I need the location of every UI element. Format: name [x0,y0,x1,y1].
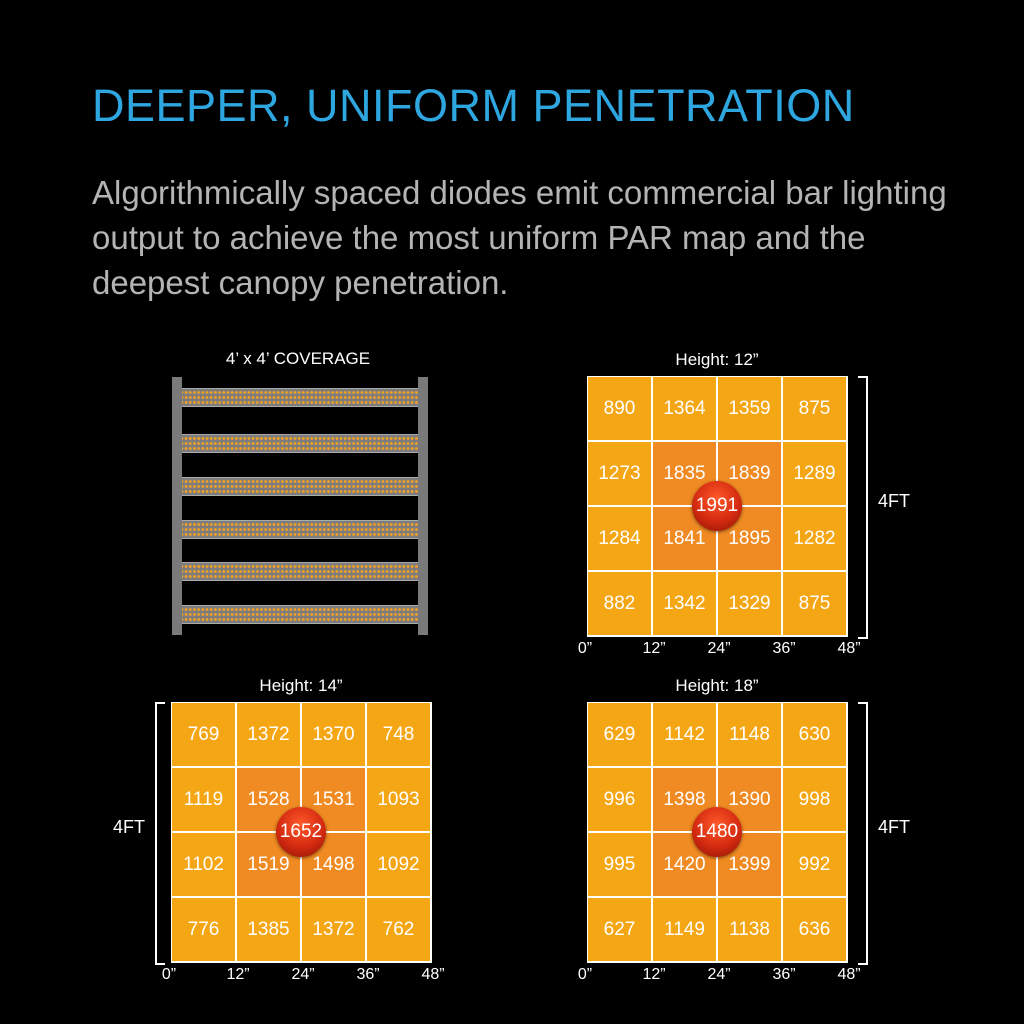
peak-value-marker: 1991 [692,481,742,531]
heatmap-cell: 875 [783,572,846,635]
fixture-rail-right [418,377,428,635]
heatmap-cell: 882 [588,572,651,635]
chart-title: Height: 14” [259,676,343,695]
x-tick-label: 12” [226,966,250,983]
heatmap-cell: 1273 [588,442,651,505]
height-bracket [155,702,165,965]
x-tick-label: 36” [772,966,796,983]
fixture-rail-left [172,377,182,635]
x-tick-label: 12” [642,640,666,657]
light-bar [182,477,418,496]
heatmap-cell: 762 [367,898,430,961]
heatmap-cell: 875 [783,377,846,440]
x-tick-label: 24” [291,966,315,983]
heatmap-cell: 1282 [783,507,846,570]
heatmap-cell: 1289 [783,442,846,505]
peak-value-marker: 1652 [276,807,326,857]
x-tick-label: 0” [577,640,593,657]
heatmap-cell: 1119 [172,768,235,831]
x-tick-label: 0” [577,966,593,983]
x-tick-label: 0” [161,966,177,983]
heatmap-cell: 1531 [302,768,365,831]
height-bracket [858,376,868,639]
page-title: DEEPER, UNIFORM PENETRATION [92,80,855,131]
heatmap-cell: 1364 [653,377,716,440]
heatmap-cell: 996 [588,768,651,831]
heatmap-cell: 1329 [718,572,781,635]
heatmap-cell: 1284 [588,507,651,570]
heatmap-cell: 992 [783,833,846,896]
light-bar [182,562,418,581]
height-bracket [858,702,868,965]
x-tick-label: 48” [837,640,861,657]
heatmap-cell: 1138 [718,898,781,961]
heatmap-cell: 1102 [172,833,235,896]
side-label: 4FT [878,491,911,511]
x-tick-label: 48” [837,966,861,983]
heatmap-cell: 769 [172,703,235,766]
fixture-label: 4’ x 4’ COVERAGE [225,349,371,368]
x-tick-label: 12” [642,966,666,983]
heatmap-cell: 890 [588,377,651,440]
side-label: 4FT [113,817,146,837]
heatmap-cell: 636 [783,898,846,961]
light-bar [182,434,418,453]
heatmap-cell: 627 [588,898,651,961]
heatmap-cell: 1398 [653,768,716,831]
heatmap-cell: 1359 [718,377,781,440]
heatmap-cell: 629 [588,703,651,766]
light-bar [182,388,418,407]
light-bar [182,605,418,624]
description: Algorithmically spaced diodes emit comme… [92,174,947,301]
heatmap-cell: 1092 [367,833,430,896]
heatmap-cell: 1148 [718,703,781,766]
heatmap-cell: 998 [783,768,846,831]
x-tick-label: 48” [421,966,445,983]
heatmap-cell: 1385 [237,898,300,961]
light-bar [182,520,418,539]
heatmap-grid: 890 1364 1359 875 1273 1835 1839 1289 1284 1841 18… [587,376,848,637]
heatmap-cell: 1372 [237,703,300,766]
heatmap-cell: 1142 [653,703,716,766]
heatmap-cell: 1093 [367,768,430,831]
heatmap-cell: 1370 [302,703,365,766]
peak-value-marker: 1480 [692,807,742,857]
x-tick-label: 36” [772,640,796,657]
side-label: 4FT [878,817,911,837]
chart-title: Height: 18” [675,676,759,695]
heatmap-grid: 629 1142 1148 630 996 1398 1390 998 995 1420 1399 9… [587,702,848,963]
heatmap-cell: 748 [367,703,430,766]
x-tick-label: 24” [707,640,731,657]
heatmap-cell: 1342 [653,572,716,635]
heatmap-cell: 1149 [653,898,716,961]
heatmap-cell: 776 [172,898,235,961]
x-tick-label: 36” [356,966,380,983]
heatmap-cell: 1372 [302,898,365,961]
heatmap-grid: 769 1372 1370 748 1119 1528 1531 1093 1102 1519 14… [171,702,432,963]
x-tick-label: 24” [707,966,731,983]
heatmap-cell: 630 [783,703,846,766]
chart-title: Height: 12” [675,350,759,369]
heatmap-cell: 995 [588,833,651,896]
